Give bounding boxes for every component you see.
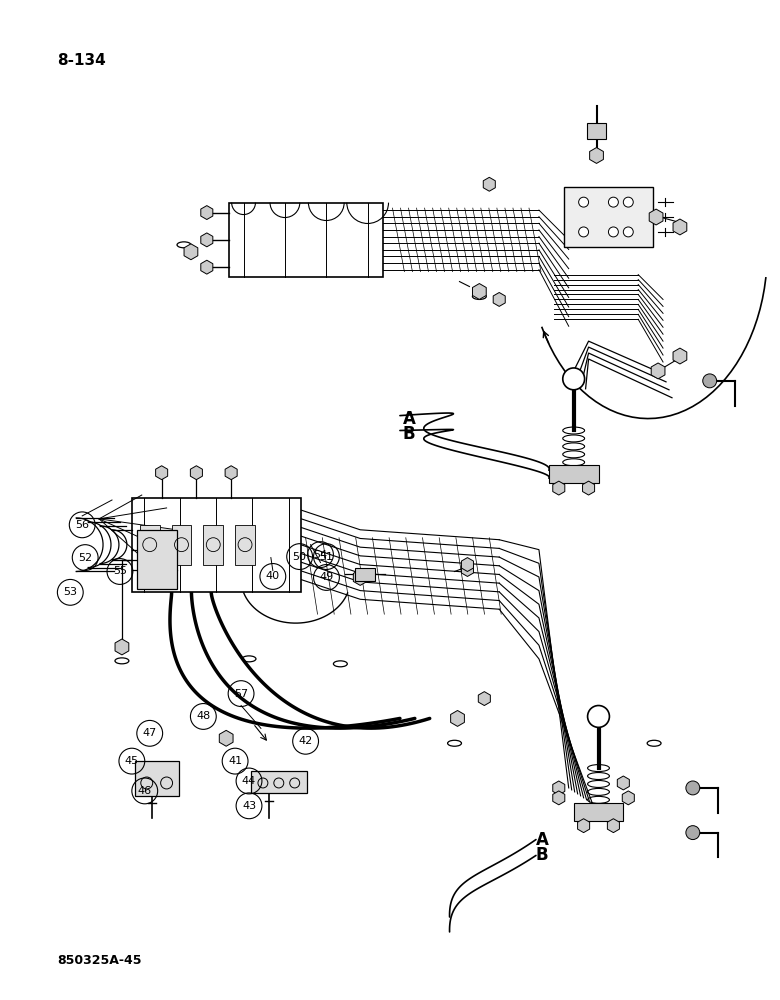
Circle shape [623, 227, 633, 237]
Polygon shape [462, 563, 473, 576]
Bar [140, 525, 160, 565]
Text: 850325A-45: 850325A-45 [58, 954, 142, 967]
Polygon shape [622, 791, 634, 805]
Text: 46: 46 [138, 786, 152, 796]
Circle shape [587, 706, 609, 727]
Bar [564, 187, 653, 247]
Polygon shape [651, 363, 665, 379]
Circle shape [562, 368, 584, 390]
Bar [172, 525, 191, 565]
Circle shape [703, 374, 717, 388]
Bar [132, 498, 300, 592]
Circle shape [579, 197, 589, 207]
Polygon shape [353, 570, 367, 585]
Polygon shape [478, 692, 491, 706]
Polygon shape [673, 348, 687, 364]
Polygon shape [451, 710, 464, 726]
Bar [573, 803, 623, 821]
Bar [355, 568, 375, 581]
Polygon shape [184, 244, 198, 260]
Polygon shape [583, 481, 594, 495]
Text: 47: 47 [143, 728, 157, 738]
Circle shape [686, 781, 700, 795]
Circle shape [608, 197, 619, 207]
Bar [135, 761, 179, 796]
Bar [587, 123, 606, 139]
Text: 56: 56 [75, 520, 89, 530]
Polygon shape [200, 260, 213, 274]
Text: 43: 43 [242, 801, 256, 811]
Bar [204, 525, 223, 565]
Text: 45: 45 [125, 756, 139, 766]
Circle shape [623, 197, 633, 207]
Text: 40: 40 [266, 571, 280, 581]
Text: 52: 52 [78, 553, 92, 563]
Text: B: B [536, 846, 548, 864]
Circle shape [608, 227, 619, 237]
Text: 8-134: 8-134 [58, 53, 106, 68]
Text: 51: 51 [320, 552, 334, 562]
Polygon shape [473, 284, 486, 299]
Text: A: A [403, 410, 416, 428]
Polygon shape [219, 730, 233, 746]
Polygon shape [462, 558, 473, 571]
Polygon shape [590, 148, 604, 163]
Text: 49: 49 [319, 572, 334, 582]
Text: 44: 44 [242, 776, 256, 786]
Polygon shape [156, 466, 168, 480]
Bar [549, 465, 598, 483]
Polygon shape [553, 791, 565, 805]
Polygon shape [608, 819, 619, 833]
Polygon shape [115, 639, 129, 655]
Circle shape [579, 227, 589, 237]
Bar [136, 530, 176, 589]
Polygon shape [553, 781, 565, 795]
Text: 48: 48 [197, 711, 211, 721]
Polygon shape [225, 466, 237, 480]
Polygon shape [190, 466, 202, 480]
Polygon shape [200, 206, 213, 220]
Text: 54: 54 [314, 550, 328, 560]
Polygon shape [493, 292, 505, 306]
Text: B: B [403, 425, 416, 443]
Text: 53: 53 [63, 587, 77, 597]
Polygon shape [673, 219, 687, 235]
Text: 41: 41 [228, 756, 242, 766]
Polygon shape [200, 233, 213, 247]
Polygon shape [617, 776, 629, 790]
Text: A: A [536, 831, 549, 849]
Text: 55: 55 [113, 566, 127, 576]
Text: 57: 57 [234, 689, 248, 699]
Polygon shape [578, 819, 590, 833]
Polygon shape [649, 209, 663, 225]
Bar [229, 203, 382, 277]
Polygon shape [484, 177, 495, 191]
Text: 50: 50 [292, 552, 307, 562]
Circle shape [686, 826, 700, 840]
Bar [235, 525, 255, 565]
Text: 42: 42 [299, 736, 313, 746]
Polygon shape [553, 481, 565, 495]
Bar [251, 771, 307, 793]
